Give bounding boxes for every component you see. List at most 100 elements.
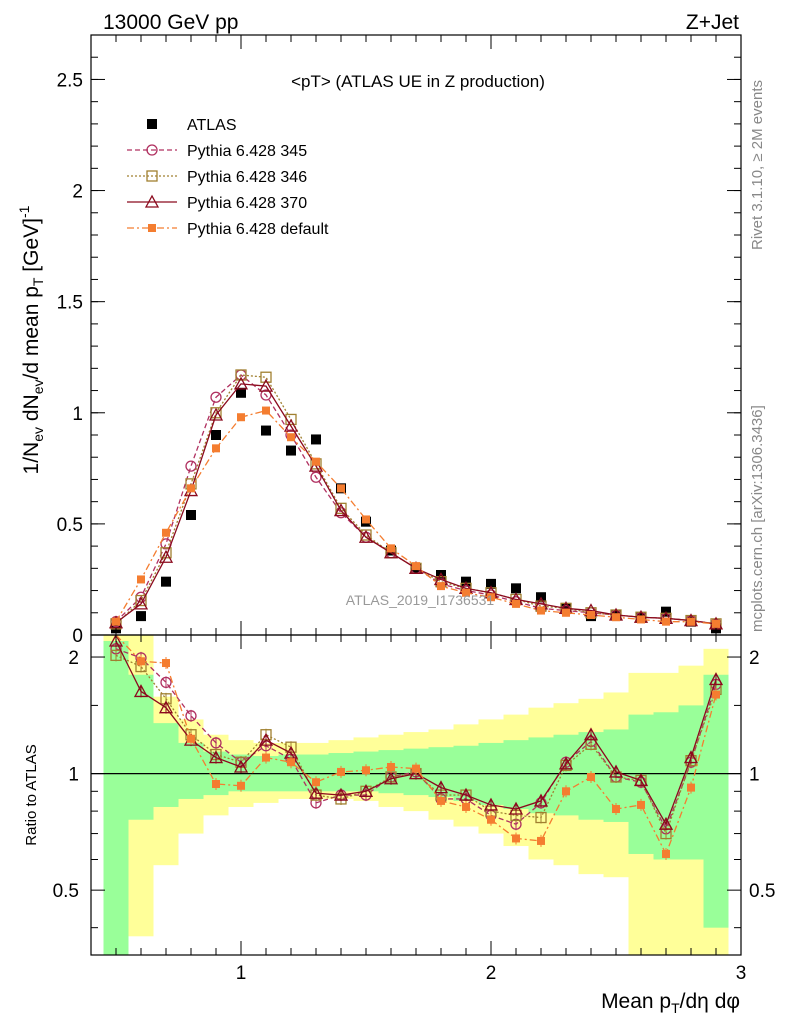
point-4-1 xyxy=(137,575,145,584)
point-4-2 xyxy=(162,528,170,537)
point-3-1 xyxy=(133,596,149,610)
ratio-point-3-7 xyxy=(287,758,295,767)
point-2-5 xyxy=(235,369,247,381)
point-4-9 xyxy=(337,484,345,493)
ratio-point-3-19 xyxy=(587,772,595,781)
ratio-uncertainty-bands xyxy=(103,635,729,955)
ratio-tick-label-left-2: 2 xyxy=(68,648,79,669)
ratio-band-green-1 xyxy=(128,674,154,820)
ratio-tick-label-right-0: 0.5 xyxy=(749,881,775,902)
ratio-point-0-4 xyxy=(210,737,222,749)
legend-marker-2 xyxy=(146,170,158,182)
y-tick-label-4: 2 xyxy=(72,182,83,203)
x-axis-label: Mean pT/dη dφ xyxy=(601,990,740,1016)
x-tick-label-2: 3 xyxy=(736,963,747,984)
point-1-4 xyxy=(210,391,222,403)
legend-entry-3: Pythia 6.428 370 xyxy=(127,194,307,212)
point-4-12 xyxy=(412,562,420,571)
ratio-point-3-1 xyxy=(137,657,145,666)
ratio-point-2-4 xyxy=(208,750,224,764)
point-4-24 xyxy=(712,619,720,628)
point-4-22 xyxy=(662,617,670,626)
point-0-1 xyxy=(136,611,146,622)
point-4-15 xyxy=(487,593,495,602)
ratio-point-2-20 xyxy=(608,764,624,778)
ratio-point-3-24 xyxy=(712,690,720,699)
y-axis-label: 1/Nev dNev/d mean pT [GeV]-1 xyxy=(16,205,46,474)
point-4-10 xyxy=(362,515,370,524)
y-tick-label-3: 1.5 xyxy=(57,293,83,314)
point-3-7 xyxy=(283,418,299,432)
ratio-point-3-18 xyxy=(562,787,570,796)
ratio-point-3-6 xyxy=(262,753,270,762)
point-4-3 xyxy=(187,484,195,493)
legend-label-3: Pythia 6.428 370 xyxy=(187,195,307,212)
axes-ticks: 0 0.5 1 1.5 2 2.5 1 2 3 0.5 0.5 1 1 2 2 xyxy=(53,35,775,984)
point-3-6 xyxy=(258,378,274,392)
legend-entry-4: Pythia 6.428 default xyxy=(127,221,329,238)
point-2-6 xyxy=(260,371,272,383)
point-3-10 xyxy=(358,529,374,543)
point-4-18 xyxy=(562,608,570,617)
legend-label-4: Pythia 6.428 default xyxy=(187,221,329,238)
ratio-point-2-11 xyxy=(383,771,399,785)
ratio-point-3-11 xyxy=(387,762,395,771)
ratio-point-2-2 xyxy=(158,700,174,714)
series-2 xyxy=(110,369,722,630)
ratio-point-2-17 xyxy=(533,793,549,807)
ratio-tick-label-right-2: 2 xyxy=(749,648,760,669)
point-2-7 xyxy=(285,413,297,426)
point-0-13 xyxy=(436,570,446,580)
ratio-point-0-3 xyxy=(185,710,197,722)
point-4-7 xyxy=(287,433,295,442)
ratio-point-2-15 xyxy=(483,797,499,811)
ratio-point-2-6 xyxy=(258,732,274,746)
point-0-5 xyxy=(236,387,246,398)
point-0-16 xyxy=(511,583,521,594)
ratio-point-3-10 xyxy=(362,766,370,775)
ratio-series-3 xyxy=(115,634,720,860)
point-4-21 xyxy=(637,615,645,624)
ratio-point-3-2 xyxy=(162,659,170,668)
ratio-point-2-10 xyxy=(358,783,374,797)
ratio-point-2-5 xyxy=(233,759,249,773)
ratio-band-green-16 xyxy=(503,740,529,810)
ratio-tick-label-left-0: 0.5 xyxy=(53,881,79,902)
legend-marker-4 xyxy=(148,224,156,232)
ratio-point-2-24 xyxy=(708,672,724,686)
point-3-9 xyxy=(333,503,349,517)
point-0-4 xyxy=(211,430,221,440)
legend-label-0: ATLAS xyxy=(187,117,237,134)
ratio-point-2-16 xyxy=(508,801,524,815)
ratio-point-3-20 xyxy=(612,805,620,814)
ratio-point-2-13 xyxy=(433,780,449,794)
point-4-16 xyxy=(512,599,520,608)
ratio-point-2-14 xyxy=(458,787,474,801)
point-4-23 xyxy=(687,617,695,626)
ratio-point-3-13 xyxy=(437,796,445,805)
legend-marker-3 xyxy=(144,194,160,208)
point-4-13 xyxy=(437,582,445,591)
header-process-label: Z+Jet xyxy=(686,11,739,34)
ratio-point-3-4 xyxy=(212,779,220,788)
y-tick-label-2: 1 xyxy=(72,404,83,425)
ratio-point-3-23 xyxy=(687,783,695,792)
point-4-5 xyxy=(237,413,245,422)
point-0-2 xyxy=(161,576,171,587)
mcplots-source-label: mcplots.cern.ch [arXiv:1306.3436] xyxy=(749,405,766,632)
ratio-point-2-19 xyxy=(583,727,599,741)
ratio-tick-label-left-1: 1 xyxy=(68,765,79,786)
point-3-5 xyxy=(233,376,249,390)
ratio-point-2-9 xyxy=(333,787,349,801)
y-tick-label-5: 2.5 xyxy=(57,70,83,91)
header-energy-label: 13000 GeV pp xyxy=(103,11,238,34)
point-4-19 xyxy=(587,611,595,619)
rivet-version-label: Rivet 3.1.10, ≥ 2M events xyxy=(749,80,766,250)
point-3-2 xyxy=(158,549,174,563)
series-line-2 xyxy=(115,374,717,625)
ratio-point-2-1 xyxy=(133,684,149,698)
y-tick-label-1: 0.5 xyxy=(57,515,83,536)
ratio-y-axis-label: Ratio to ATLAS xyxy=(23,744,40,845)
series-line-3 xyxy=(115,383,717,625)
